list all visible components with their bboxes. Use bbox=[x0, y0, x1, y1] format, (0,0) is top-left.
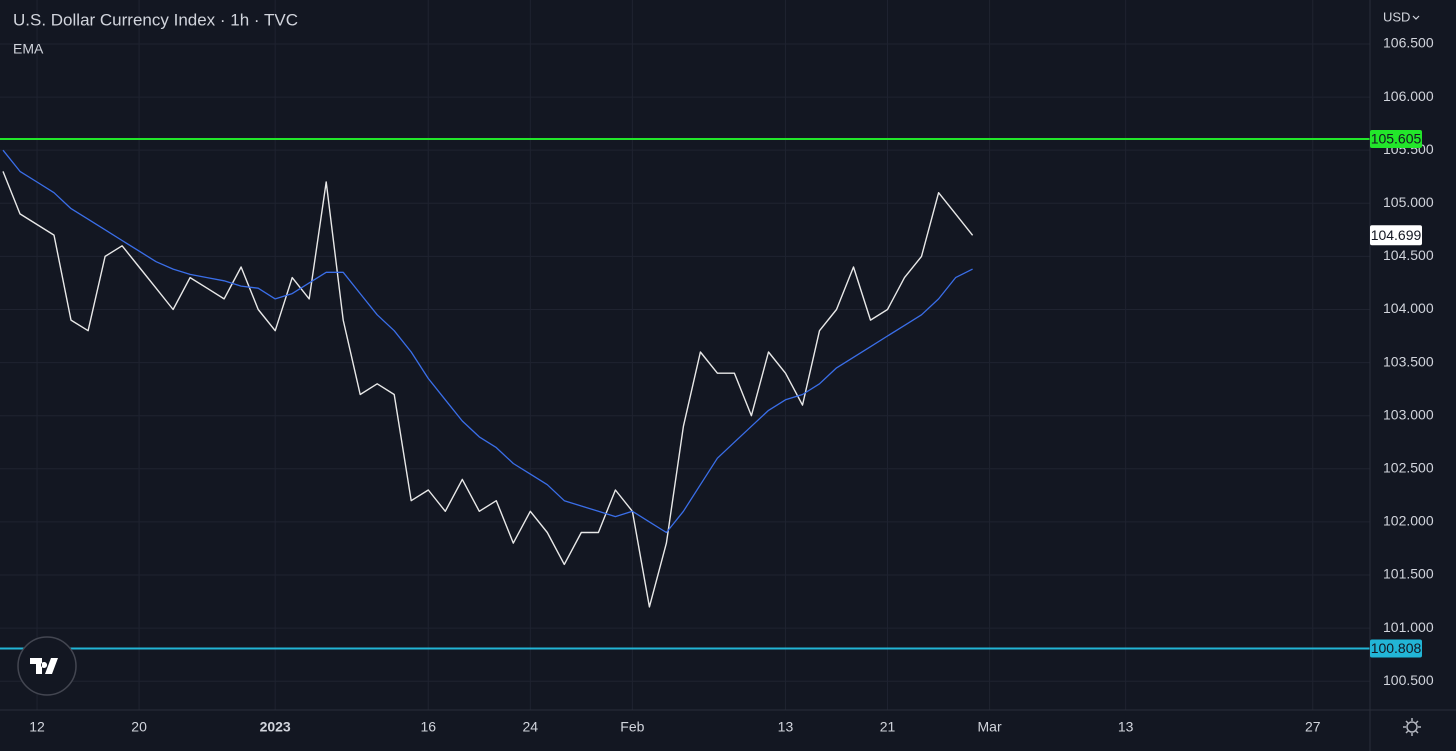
tradingview-logo[interactable] bbox=[17, 636, 77, 696]
plot bbox=[0, 138, 1370, 650]
x-tick-label: Mar bbox=[978, 719, 1002, 735]
y-tick-label: 101.000 bbox=[1383, 619, 1434, 635]
y-tick-label: 104.000 bbox=[1383, 300, 1434, 316]
chart-title: U.S. Dollar Currency Index · 1h · TVC bbox=[13, 10, 298, 29]
x-tick-label: 24 bbox=[523, 719, 539, 735]
y-tick-label: 102.000 bbox=[1383, 513, 1434, 529]
y-tick-label: 106.000 bbox=[1383, 88, 1434, 104]
x-tick-label: 13 bbox=[1118, 719, 1134, 735]
logo-mark bbox=[30, 658, 58, 674]
y-tick-label: 100.500 bbox=[1383, 672, 1434, 688]
y-tick-label: 104.500 bbox=[1383, 247, 1434, 263]
logo-circle bbox=[17, 636, 77, 696]
ema-line bbox=[2, 149, 973, 534]
level-label: 100.808 bbox=[1371, 640, 1422, 656]
x-tick-label: 12 bbox=[29, 719, 45, 735]
y-tick-label: 103.000 bbox=[1383, 406, 1434, 422]
level-label-box bbox=[1370, 130, 1422, 149]
last-price-box bbox=[1370, 225, 1422, 246]
x-tick-label: 13 bbox=[778, 719, 794, 735]
gear-teeth bbox=[1403, 718, 1421, 736]
y-tick-label: 102.500 bbox=[1383, 460, 1434, 476]
y-tick-label: 106.500 bbox=[1383, 35, 1434, 51]
price-line bbox=[2, 171, 974, 608]
x-tick-label: 27 bbox=[1305, 719, 1321, 735]
settings-icon[interactable] bbox=[1403, 718, 1421, 736]
grid bbox=[0, 0, 1370, 710]
y-tick-label: 101.500 bbox=[1383, 566, 1434, 582]
currency-caret[interactable] bbox=[1412, 15, 1420, 20]
level-label-box bbox=[1370, 639, 1422, 658]
y-tick-label: 103.500 bbox=[1383, 353, 1434, 369]
legend-entry: EMA bbox=[13, 41, 44, 57]
x-tick-label: Feb bbox=[620, 719, 644, 735]
last-price-label: 104.699 bbox=[1371, 227, 1422, 243]
x-tick-label: 2023 bbox=[260, 719, 291, 735]
axes: 100.500 101.000 101.500 102.000 102.500 103.0… bbox=[29, 35, 1434, 735]
x-tick-label: 21 bbox=[880, 719, 896, 735]
x-tick-label: 20 bbox=[131, 719, 147, 735]
gear bbox=[1406, 721, 1418, 733]
currency-label[interactable]: USD bbox=[1383, 9, 1410, 24]
y-tick-label: 105.000 bbox=[1383, 194, 1434, 210]
level-label: 105.605 bbox=[1371, 131, 1422, 147]
x-tick-label: 16 bbox=[420, 719, 436, 735]
